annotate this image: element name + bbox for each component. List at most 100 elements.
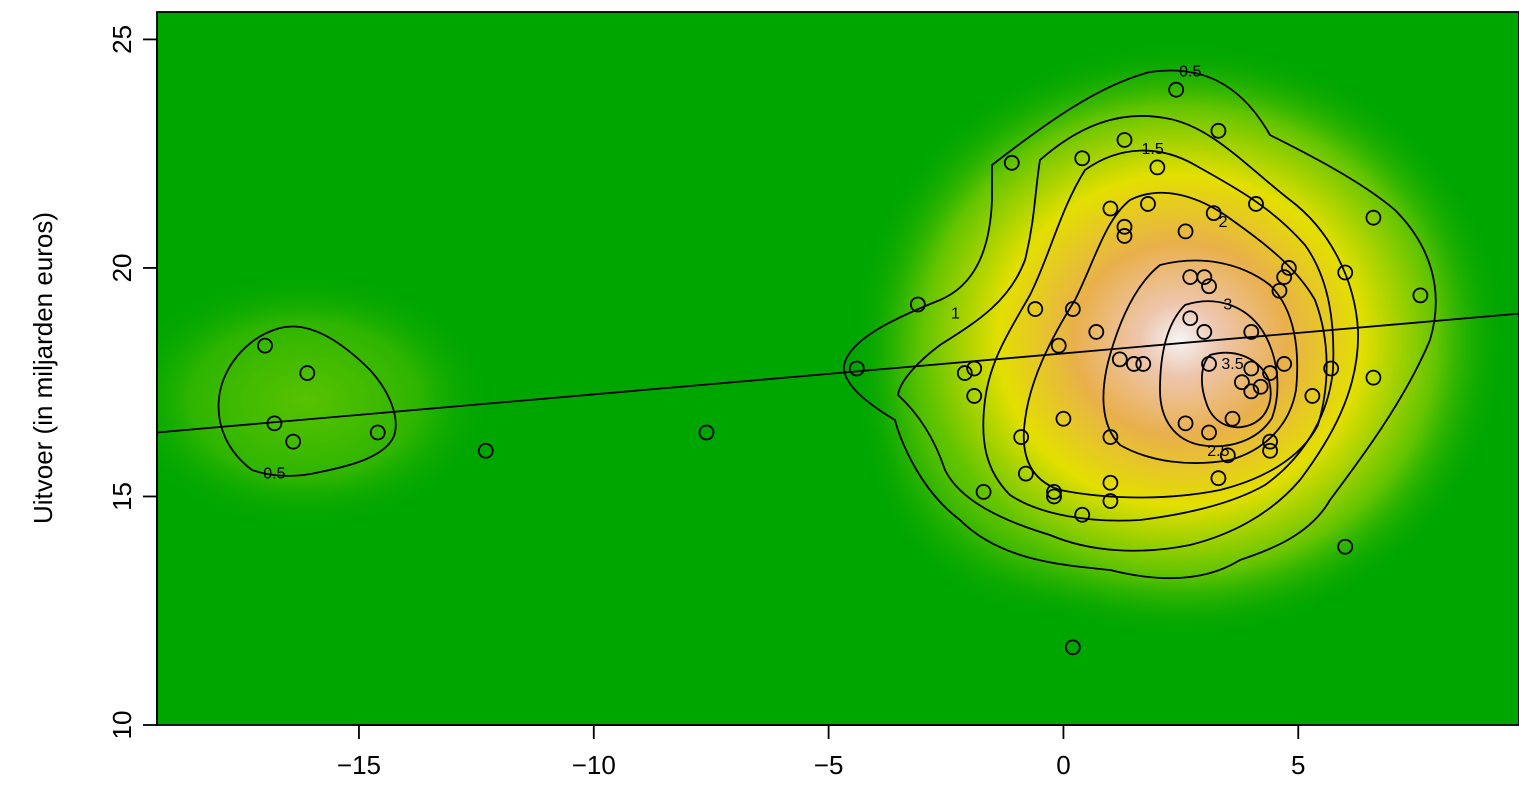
contour-labels: 0.5 0.5 1 1.5 2 2.5 3 3.5: [263, 63, 1243, 483]
data-point: [1027, 301, 1044, 317]
data-points: [257, 81, 1429, 656]
data-point: [1050, 337, 1067, 354]
data-point: [1116, 228, 1133, 244]
x-tick-label: −15: [337, 750, 381, 780]
data-point: [299, 365, 316, 381]
contour-line-2.5: [1102, 259, 1299, 464]
data-point: [1017, 465, 1034, 482]
data-point: [1276, 269, 1293, 285]
contour-line-1.5: [982, 149, 1335, 522]
regression-line: [157, 312, 1519, 434]
plot-area: 0.5 0.5 1 1.5 2 2.5 3 3.5: [157, 12, 1519, 725]
contour-label: 0.5: [1179, 63, 1201, 80]
data-point: [1074, 150, 1091, 167]
contour-label: 1: [951, 306, 960, 323]
data-point: [1262, 365, 1278, 381]
contour-label: 2: [1219, 214, 1228, 231]
data-point: [1046, 484, 1062, 500]
data-point: [1365, 209, 1382, 226]
contour-label: 3: [1223, 297, 1232, 314]
data-point: [1280, 260, 1297, 276]
contour-label: 3.5: [1221, 356, 1243, 373]
data-point: [698, 424, 715, 441]
data-point: [1135, 356, 1152, 372]
data-point: [1224, 410, 1241, 427]
data-point: [1210, 470, 1227, 487]
data-point: [1271, 282, 1288, 299]
data-point: [1219, 447, 1236, 464]
y-tick-label: 15: [107, 482, 137, 511]
data-point: [1234, 374, 1250, 391]
data-point: [1262, 433, 1278, 450]
y-tick-label: 25: [107, 25, 137, 54]
data-point: [1116, 132, 1133, 148]
data-point: [956, 365, 973, 381]
data-point: [1013, 429, 1030, 445]
data-point: [1046, 488, 1062, 505]
data-point: [1102, 429, 1119, 445]
data-point: [1243, 383, 1260, 400]
data-point: [1304, 388, 1321, 404]
data-point: [1412, 287, 1429, 304]
data-point: [966, 388, 983, 404]
x-tick-label: −10: [572, 750, 616, 780]
x-tick-label: −5: [814, 750, 844, 780]
data-point: [1116, 218, 1133, 235]
data-point: [1337, 538, 1354, 555]
density-blob-left: [157, 270, 495, 530]
data-point: [369, 424, 386, 441]
data-point: [1323, 360, 1340, 377]
x-axis: −15 −10 −5 0 5: [337, 724, 1305, 780]
data-point: [1196, 269, 1213, 285]
data-point: [1201, 278, 1217, 295]
data-point: [1140, 196, 1156, 212]
data-point: [1064, 301, 1081, 317]
data-point: [1365, 369, 1382, 386]
data-point: [1102, 474, 1119, 491]
data-point: [1102, 200, 1119, 217]
contour-line-0.5-left: [217, 325, 397, 477]
data-point: [1111, 351, 1128, 368]
y-axis: 10 15 20 25: [107, 25, 158, 740]
data-point: [909, 296, 926, 313]
data-point: [1177, 415, 1194, 432]
contour-line-3: [1159, 300, 1279, 448]
data-point: [257, 337, 273, 354]
data-point: [1210, 122, 1227, 139]
data-point: [1055, 410, 1072, 427]
contour-label: 2.5: [1207, 443, 1229, 460]
data-point: [1125, 356, 1142, 372]
y-tick-label: 10: [107, 711, 137, 740]
data-point: [1243, 324, 1260, 340]
data-point: [1201, 424, 1217, 441]
data-point: [1248, 196, 1264, 212]
data-point: [1064, 639, 1081, 656]
data-point: [1088, 324, 1105, 340]
data-point: [975, 484, 992, 500]
data-point: [1177, 223, 1194, 240]
contour-label: 1.5: [1142, 141, 1164, 158]
data-point: [1102, 493, 1119, 509]
contour-line-1: [897, 115, 1359, 552]
y-axis-title: Uitvoer (in miljarden euros): [28, 212, 58, 524]
data-point: [1182, 310, 1199, 327]
data-point: [1276, 356, 1293, 372]
data-point: [1252, 378, 1269, 395]
data-point: [266, 415, 283, 432]
data-point: [1205, 205, 1222, 222]
data-point: [1337, 264, 1354, 281]
contour-line-2: [1022, 191, 1328, 499]
data-point: [1201, 356, 1217, 372]
data-point: [1074, 506, 1091, 523]
y-tick-label: 20: [107, 253, 137, 282]
x-tick-label: 0: [1056, 750, 1070, 780]
data-point: [1243, 360, 1260, 377]
data-point: [848, 360, 865, 377]
data-point: [285, 433, 302, 450]
contour-label: 0.5: [263, 466, 285, 483]
density-blob-main: [850, 40, 1510, 640]
data-point: [1168, 81, 1185, 98]
data-point: [1196, 324, 1213, 340]
x-tick-label: 5: [1291, 750, 1305, 780]
